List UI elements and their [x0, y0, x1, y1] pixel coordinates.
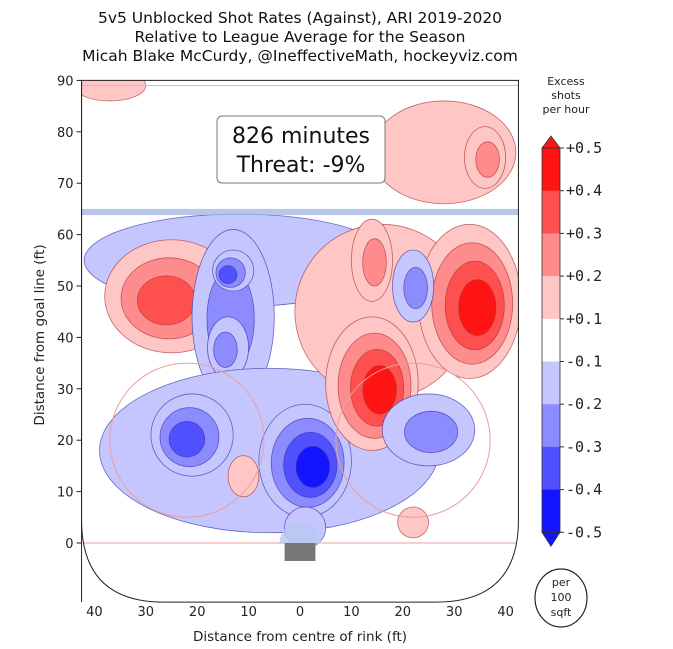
- goal-net: [284, 543, 316, 561]
- colorbar-segment: [542, 148, 560, 192]
- minutes-label: 826 minutes: [232, 124, 370, 149]
- x-tick-label: 10: [343, 605, 360, 620]
- annotation-box: 826 minutes Threat: -9%: [216, 115, 386, 184]
- x-tick-label: 0: [296, 605, 304, 620]
- x-tick-label: 30: [446, 605, 463, 620]
- unit-ellipse: [534, 568, 588, 628]
- colorbar: Excess shots per hour per 100 sqft +0.5 +…: [534, 75, 602, 628]
- contour-level: [295, 446, 331, 488]
- x-tick-label: 20: [189, 605, 206, 620]
- rink-boards: [81, 79, 519, 603]
- x-tick-label: 40: [86, 605, 103, 620]
- contour-level: [362, 238, 387, 287]
- colorbar-segment: [542, 489, 560, 533]
- unit-line-1: per: [552, 576, 571, 589]
- contour-level: [213, 331, 238, 368]
- contour-level: [458, 279, 497, 336]
- colorbar-tick-label: +0.4: [566, 182, 602, 200]
- colorbar-min-arrow: [541, 531, 561, 548]
- y-tick-label: 60: [57, 229, 74, 244]
- contour-level: [403, 266, 428, 310]
- y-tick-label: 80: [57, 126, 74, 141]
- axes: 0 10 20 30 40 50 60 70 80 90 40 30 20 10 0 10 20 30 40: [57, 74, 514, 620]
- threat-label: Threat: -9%: [236, 153, 366, 178]
- y-tick-label: 50: [57, 280, 74, 295]
- colorbar-max-arrow: [541, 135, 561, 149]
- colorbar-segment: [542, 361, 560, 405]
- x-axis-label: Distance from centre of rink (ft): [193, 629, 407, 645]
- colorbar-tick-label: -0.1: [566, 353, 602, 371]
- colorbar-tick-label: +0.1: [566, 310, 602, 328]
- colorbar-segment: [542, 318, 560, 362]
- y-tick-label: 30: [57, 383, 74, 398]
- title-line-1: 5v5 Unblocked Shot Rates (Against), ARI …: [97, 9, 503, 27]
- goal-crease: [279, 522, 321, 543]
- contour-level: [397, 506, 429, 539]
- y-axis-label: Distance from goal line (ft): [32, 244, 48, 425]
- colorbar-tick-label: +0.3: [566, 224, 602, 242]
- colorbar-segment: [542, 190, 560, 234]
- y-tick-label: 40: [57, 331, 74, 346]
- x-tick-label: 20: [395, 605, 412, 620]
- contour-level: [404, 410, 459, 454]
- colorbar-tick-label: +0.5: [566, 139, 602, 157]
- contour-level: [227, 455, 260, 498]
- contour-level: [475, 141, 500, 178]
- unit-line-3: sqft: [551, 606, 572, 619]
- colorbar-segment: [542, 446, 560, 491]
- rink-markings: [81, 85, 519, 561]
- contour-level: [362, 365, 397, 415]
- colorbar-tick-label: -0.2: [566, 395, 602, 413]
- colorbar-tick-label: -0.4: [566, 481, 602, 499]
- contour-level: [137, 275, 196, 326]
- title-line-3: Micah Blake McCurdy, @IneffectiveMath, h…: [82, 47, 518, 65]
- unit-line-2: 100: [551, 591, 572, 604]
- y-tick-label: 20: [57, 434, 74, 449]
- y-tick-label: 0: [65, 537, 73, 552]
- colorbar-title-2: shots: [551, 89, 581, 102]
- faceoff-circle: [109, 362, 265, 518]
- colorbar-segment: [542, 276, 560, 320]
- contour-level: [168, 420, 206, 458]
- y-tick-label: 70: [57, 177, 74, 192]
- contour-level: [218, 265, 238, 285]
- x-tick-label: 10: [240, 605, 257, 620]
- chart-title: 5v5 Unblocked Shot Rates (Against), ARI …: [0, 9, 600, 66]
- colorbar-title-1: Excess: [547, 75, 585, 88]
- y-tick-label: 90: [57, 74, 74, 89]
- blue-line: [81, 208, 519, 216]
- colorbar-segment: [542, 404, 560, 448]
- x-tick-label: 40: [497, 605, 514, 620]
- colorbar-frame: [541, 147, 561, 533]
- colorbar-tick-label: +0.2: [566, 267, 602, 285]
- x-tick-label: 30: [138, 605, 155, 620]
- title-line-2: Relative to League Average for the Seaso…: [134, 28, 466, 46]
- colorbar-segment: [542, 233, 560, 277]
- y-tick-label: 10: [57, 486, 74, 501]
- colorbar-tick-label: -0.5: [566, 523, 602, 541]
- colorbar-tick-label: -0.3: [566, 438, 602, 456]
- faceoff-circle: [335, 362, 491, 518]
- colorbar-title-3: per hour: [543, 103, 590, 116]
